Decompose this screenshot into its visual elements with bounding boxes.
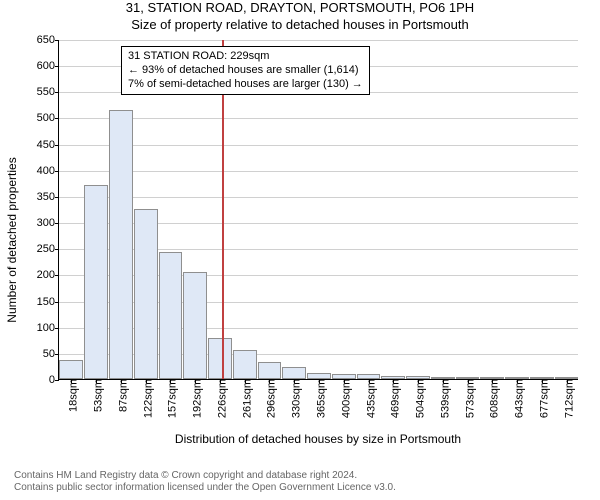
ytick-mark xyxy=(55,302,59,303)
xtick-label: 400sqm xyxy=(340,379,352,418)
ytick-mark xyxy=(55,354,59,355)
annotation-box: 31 STATION ROAD: 229sqm ← 93% of detache… xyxy=(121,46,370,95)
ytick-mark xyxy=(55,328,59,329)
ytick-label: 200 xyxy=(37,269,55,281)
xtick-label: 87sqm xyxy=(117,379,129,412)
chart-subtitle: Size of property relative to detached ho… xyxy=(0,17,600,32)
xtick-label: 643sqm xyxy=(513,379,525,418)
ytick-label: 100 xyxy=(37,322,55,334)
ytick-mark xyxy=(55,171,59,172)
gridline xyxy=(59,171,578,172)
xtick-label: 539sqm xyxy=(439,379,451,418)
ytick-label: 350 xyxy=(37,191,55,203)
xtick-label: 18sqm xyxy=(68,379,80,412)
chart-container: Number of detached properties 0501001502… xyxy=(48,40,588,440)
ytick-label: 250 xyxy=(37,243,55,255)
chart-title: 31, STATION ROAD, DRAYTON, PORTSMOUTH, P… xyxy=(0,0,600,15)
annotation-line: ← 93% of detached houses are smaller (1,… xyxy=(128,64,363,78)
histogram-bar xyxy=(282,367,306,379)
attribution-line: Contains HM Land Registry data © Crown c… xyxy=(14,470,396,482)
ytick-label: 150 xyxy=(37,296,55,308)
histogram-bar xyxy=(134,209,158,379)
ytick-mark xyxy=(55,223,59,224)
ytick-label: 450 xyxy=(37,139,55,151)
ytick-mark xyxy=(55,197,59,198)
y-axis-label: Number of detached properties xyxy=(5,157,19,322)
gridline xyxy=(59,40,578,41)
xtick-label: 157sqm xyxy=(167,379,179,418)
ytick-label: 0 xyxy=(49,374,55,386)
ytick-label: 50 xyxy=(43,348,55,360)
histogram-bar xyxy=(208,338,232,379)
histogram-bar xyxy=(258,362,282,379)
annotation-line: 7% of semi-detached houses are larger (1… xyxy=(128,78,363,92)
ytick-mark xyxy=(55,92,59,93)
ytick-label: 550 xyxy=(37,86,55,98)
histogram-bar xyxy=(84,185,108,379)
xtick-label: 122sqm xyxy=(142,379,154,418)
xtick-label: 712sqm xyxy=(563,379,575,418)
xtick-label: 226sqm xyxy=(216,379,228,418)
histogram-bar xyxy=(159,252,183,379)
histogram-bar xyxy=(59,360,83,379)
xtick-label: 330sqm xyxy=(291,379,303,418)
gridline xyxy=(59,118,578,119)
xtick-label: 435sqm xyxy=(365,379,377,418)
histogram-bar xyxy=(109,110,133,379)
xtick-label: 365sqm xyxy=(315,379,327,418)
gridline xyxy=(59,197,578,198)
ytick-mark xyxy=(55,118,59,119)
ytick-label: 650 xyxy=(37,34,55,46)
histogram-bar xyxy=(183,272,207,379)
xtick-label: 261sqm xyxy=(241,379,253,418)
attribution-line: Contains public sector information licen… xyxy=(14,482,396,494)
ytick-mark xyxy=(55,66,59,67)
gridline xyxy=(59,145,578,146)
xtick-label: 192sqm xyxy=(192,379,204,418)
x-axis-label: Distribution of detached houses by size … xyxy=(48,432,588,446)
xtick-label: 677sqm xyxy=(538,379,550,418)
attribution-text: Contains HM Land Registry data © Crown c… xyxy=(14,470,396,494)
ytick-label: 500 xyxy=(37,112,55,124)
xtick-label: 504sqm xyxy=(414,379,426,418)
ytick-label: 400 xyxy=(37,165,55,177)
xtick-label: 608sqm xyxy=(489,379,501,418)
plot-area: 0501001502002503003504004505005506006501… xyxy=(58,40,578,380)
histogram-bar xyxy=(233,350,257,379)
annotation-line: 31 STATION ROAD: 229sqm xyxy=(128,50,363,64)
xtick-label: 469sqm xyxy=(390,379,402,418)
ytick-label: 600 xyxy=(37,60,55,72)
ytick-mark xyxy=(55,145,59,146)
xtick-label: 296sqm xyxy=(266,379,278,418)
ytick-mark xyxy=(55,380,59,381)
ytick-mark xyxy=(55,275,59,276)
ytick-mark xyxy=(55,249,59,250)
ytick-label: 300 xyxy=(37,217,55,229)
xtick-label: 573sqm xyxy=(464,379,476,418)
ytick-mark xyxy=(55,40,59,41)
xtick-label: 53sqm xyxy=(93,379,105,412)
